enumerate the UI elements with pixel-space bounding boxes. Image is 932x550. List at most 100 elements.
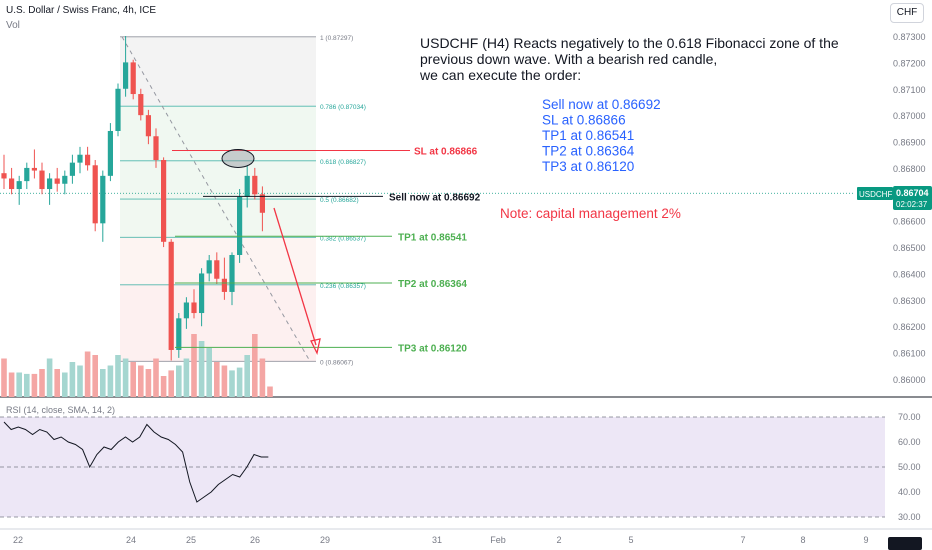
currency-button[interactable]: CHF	[890, 3, 924, 23]
symbol-header[interactable]: U.S. Dollar / Swiss Franc, 4h, ICE	[6, 5, 157, 16]
volume-bar	[8, 372, 15, 397]
analysis-headline: we can execute the order:	[419, 67, 581, 83]
time-tick: 24	[126, 535, 136, 545]
fib-label: 1 (0.87297)	[320, 35, 353, 42]
fib-label: 0.786 (0.87034)	[320, 104, 366, 111]
price-tick: 0.86100	[893, 349, 926, 359]
volume-bar	[160, 376, 167, 397]
volume-bar	[122, 358, 129, 397]
volume-bar	[39, 369, 45, 397]
rsi-tick: 30.00	[898, 512, 921, 522]
order-line: SL at 0.86866	[542, 113, 626, 128]
rsi-tick: 70.00	[898, 412, 921, 422]
fib-label: 0.5 (0.86682)	[320, 197, 359, 204]
analysis-headline: USDCHF (H4) Reacts negatively to the 0.6…	[420, 35, 839, 51]
time-tick: 26	[250, 535, 260, 545]
volume-bar	[244, 355, 250, 397]
price-tick: 0.86400	[893, 269, 926, 279]
price-tick: 0.86300	[893, 296, 926, 306]
symbol-tag-label: USDCHF	[859, 190, 892, 199]
order-line: TP1 at 0.86541	[542, 128, 634, 143]
fib-label: 0 (0.86067)	[320, 359, 353, 366]
candle-body	[62, 175, 68, 184]
price-tick: 0.87000	[893, 111, 926, 121]
volume-bar	[1, 358, 7, 397]
volume-bar	[46, 358, 53, 397]
trade-label: Sell now at 0.86692	[389, 192, 481, 203]
fib-zone	[120, 199, 316, 238]
volume-bar	[168, 370, 174, 397]
volume-bar	[183, 358, 190, 397]
candle-body	[115, 88, 121, 131]
price-tag-countdown: 02:02:37	[896, 200, 928, 209]
volume-legend[interactable]: Vol	[6, 20, 20, 31]
capital-note: Note: capital management 2%	[500, 206, 681, 221]
volume-bar	[77, 365, 83, 397]
candle-body	[130, 62, 136, 95]
volume-bar	[130, 362, 136, 397]
candle-body	[168, 241, 174, 350]
fib-label: 0.236 (0.86357)	[320, 283, 366, 290]
time-tick: 7	[740, 535, 745, 545]
trade-label: TP1 at 0.86541	[398, 232, 467, 243]
volume-bar	[214, 362, 220, 397]
candle-body	[85, 154, 91, 166]
candle-body	[161, 160, 167, 242]
volume-bar	[16, 372, 22, 397]
resistance-highlight	[221, 149, 255, 169]
volume-bar	[31, 373, 38, 397]
time-tick: 2	[556, 535, 561, 545]
price-tick: 0.87100	[893, 85, 926, 95]
price-tick: 0.86000	[893, 375, 926, 385]
volume-bar	[259, 358, 266, 397]
trade-label: TP2 at 0.86364	[398, 279, 467, 290]
candle-body	[138, 94, 144, 116]
candle-body	[191, 302, 197, 314]
candle-body	[206, 260, 212, 274]
down-arrow-head	[310, 338, 321, 355]
symbol-tag	[857, 187, 893, 200]
time-tick: 5	[628, 535, 633, 545]
volume-bar	[191, 334, 197, 397]
candle-body	[69, 162, 75, 176]
rsi-legend: RSI (14, close, SMA, 14, 2)	[6, 405, 115, 415]
volume-bar	[206, 348, 212, 397]
price-tick: 0.86800	[893, 164, 926, 174]
volume-bar	[198, 341, 205, 397]
time-tick: 25	[186, 535, 196, 545]
candle-body	[153, 136, 159, 161]
down-arrow-line	[273, 207, 317, 346]
volume-bar	[236, 367, 243, 397]
volume-bar	[24, 373, 30, 397]
candle-body	[92, 165, 98, 224]
time-tick: 31	[432, 535, 442, 545]
price-tick: 0.86200	[893, 322, 926, 332]
volume-bar	[176, 365, 182, 397]
candle-body	[9, 178, 15, 190]
candle-body	[237, 196, 243, 255]
candle-body	[244, 175, 250, 197]
candle-body	[24, 167, 30, 182]
volume-bar	[153, 358, 159, 397]
candle-body	[176, 318, 182, 350]
candle-body	[123, 62, 129, 89]
time-tick: 9	[863, 535, 868, 545]
candle-body	[54, 178, 60, 184]
volume-bar	[115, 355, 121, 397]
volume-bar	[100, 369, 106, 397]
volume-bar	[145, 369, 152, 397]
volume-bar	[62, 372, 68, 397]
candle-body	[199, 273, 205, 314]
volume-bar	[138, 365, 144, 397]
rsi-tick: 50.00	[898, 462, 921, 472]
volume-bar	[252, 334, 258, 397]
trade-label: SL at 0.86866	[414, 147, 478, 158]
volume-bar	[229, 370, 235, 397]
fib-label: 0.382 (0.86537)	[320, 235, 366, 242]
candle-body	[16, 181, 22, 190]
candle-body	[183, 302, 189, 319]
time-tick: 8	[800, 535, 805, 545]
price-tag-value: 0.86704	[896, 188, 929, 198]
rsi-tick: 60.00	[898, 437, 921, 447]
